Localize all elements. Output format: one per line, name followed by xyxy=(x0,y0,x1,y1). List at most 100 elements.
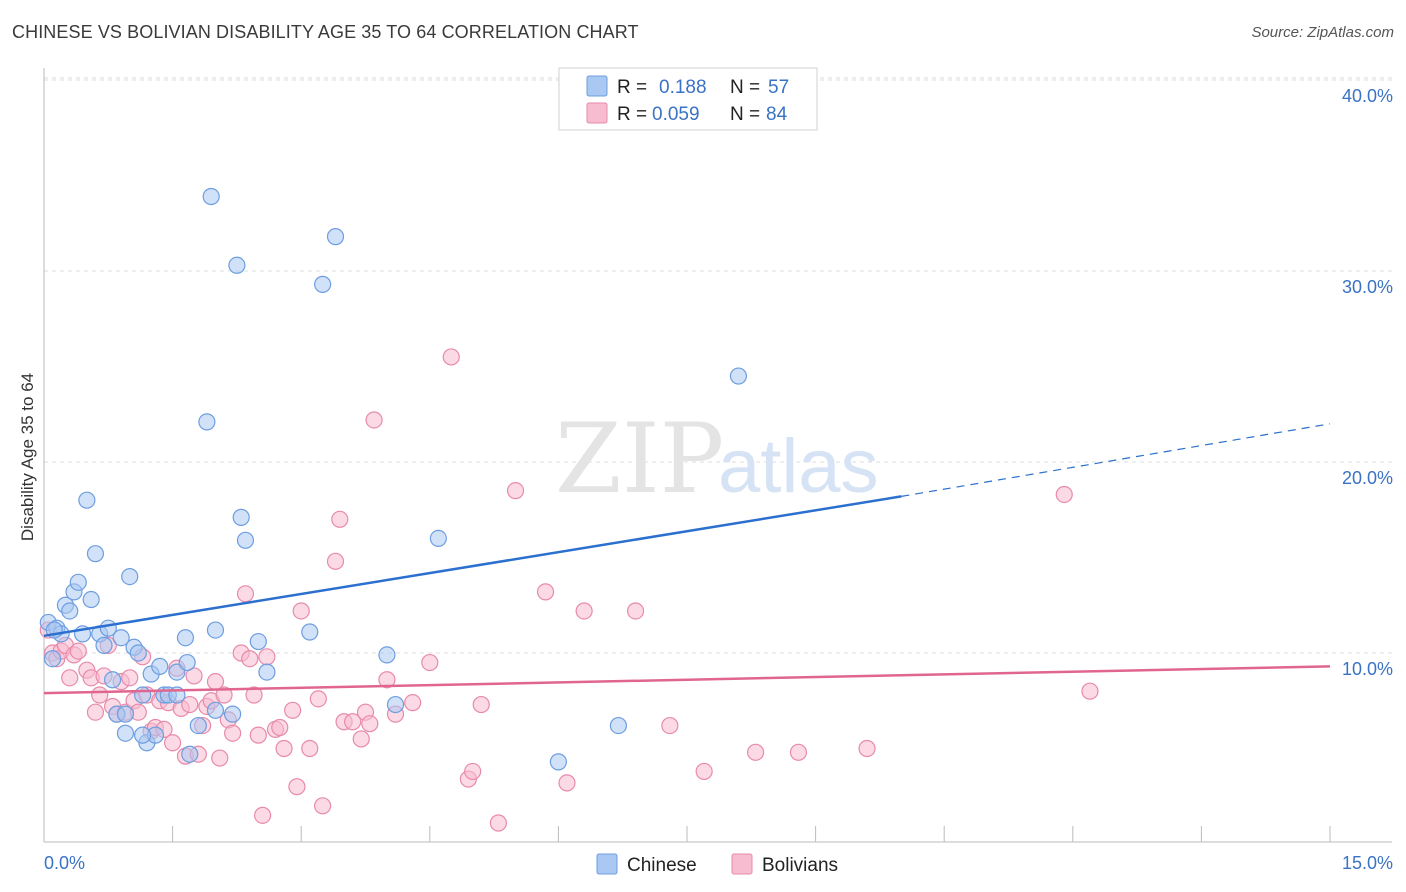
bottom-legend-swatch-bolivians xyxy=(731,853,753,875)
bolivian-point xyxy=(86,703,105,721)
bolivian-point xyxy=(314,797,332,815)
bolivian-point xyxy=(331,510,349,528)
chinese-point xyxy=(729,367,748,385)
bolivian-point xyxy=(506,482,525,500)
bottom-legend-chinese: Chinese xyxy=(627,855,697,876)
legend-n-value-chinese: 57 xyxy=(768,77,789,98)
bolivian-point xyxy=(472,695,490,714)
chinese-point xyxy=(112,629,130,647)
bolivian-trend-line xyxy=(43,665,1331,695)
chinese-point xyxy=(181,745,199,763)
chinese-point xyxy=(314,275,332,293)
gridlines xyxy=(44,77,1392,654)
chinese-point xyxy=(69,573,87,591)
bolivian-point xyxy=(284,701,302,719)
chinese-point xyxy=(549,753,568,771)
legend-n-label-bolivians: N = xyxy=(730,104,760,125)
chinese-point xyxy=(202,187,220,206)
watermark-atlas: atlas xyxy=(718,424,879,509)
chinese-point xyxy=(116,724,135,742)
legend-swatch-chinese xyxy=(586,75,608,97)
bolivian-point xyxy=(326,552,345,570)
bolivian-point xyxy=(215,686,233,704)
chinese-point xyxy=(86,545,105,563)
bolivian-point xyxy=(558,774,576,792)
legend-n-label-chinese: N = xyxy=(730,77,760,98)
bolivian-point xyxy=(69,642,87,660)
chinese-point xyxy=(386,695,405,714)
chinese-point xyxy=(249,632,267,651)
bolivian-point xyxy=(489,814,507,832)
legend-r-label-bolivians: R = xyxy=(617,104,647,125)
chinese-point xyxy=(378,646,396,664)
bolivian-point xyxy=(421,653,439,672)
bolivian-point xyxy=(236,585,255,603)
x-tick-label-max: 15.0% xyxy=(1342,853,1393,873)
bolivian-point xyxy=(365,411,383,429)
bolivian-point xyxy=(301,739,319,758)
legend-r-value-bolivians: 0.059 xyxy=(652,104,700,125)
legend-swatch-bolivians xyxy=(586,102,608,124)
bolivian-point xyxy=(746,743,765,761)
bolivian-point xyxy=(344,713,362,731)
chinese-point xyxy=(103,671,122,689)
bolivian-point xyxy=(249,726,267,744)
chinese-point xyxy=(151,657,169,675)
bolivian-point xyxy=(536,583,555,601)
chinese-point xyxy=(116,705,135,723)
bolivian-point xyxy=(442,348,460,366)
bolivian-point xyxy=(378,671,396,689)
bolivian-point xyxy=(661,716,679,735)
chinese-point xyxy=(189,716,207,735)
y-axis-label: Disability Age 35 to 64 xyxy=(18,373,37,541)
chinese-point xyxy=(236,531,255,549)
bolivian-point xyxy=(1055,485,1073,504)
axes xyxy=(43,68,1392,843)
chinese-point xyxy=(206,701,225,719)
bolivian-point xyxy=(626,602,645,620)
y-tick-label: 40.0% xyxy=(1342,86,1393,106)
bolivian-point xyxy=(695,762,713,781)
chinese-point xyxy=(178,653,196,672)
chinese-point xyxy=(82,590,100,609)
legend-r-value-chinese: 0.188 xyxy=(659,77,707,98)
y-tick-label: 30.0% xyxy=(1342,277,1393,297)
tick-labels: 10.0% 20.0% 30.0% 40.0% 0.0% 15.0% xyxy=(44,86,1393,873)
chinese-point xyxy=(198,413,216,431)
trend-lines xyxy=(43,423,1331,695)
bolivian-point xyxy=(211,749,229,767)
chinese-point xyxy=(61,602,79,620)
bolivian-point xyxy=(275,739,293,758)
chinese-trend-extension xyxy=(901,423,1331,497)
chinese-point xyxy=(206,621,225,639)
chinese-point xyxy=(228,256,246,274)
chinese-point xyxy=(429,529,447,548)
chinese-point xyxy=(609,716,628,735)
chinese-point xyxy=(121,567,139,586)
legend: R = 0.188 N = 57 R = 0.059 N = 84 xyxy=(558,67,818,131)
y-tick-label: 20.0% xyxy=(1342,468,1393,488)
bolivian-point xyxy=(61,669,79,687)
chinese-point xyxy=(78,491,96,509)
bottom-legend: Chinese Bolivians xyxy=(596,853,838,876)
bolivian-point xyxy=(858,739,876,758)
chinese-point xyxy=(232,508,250,526)
bolivian-point xyxy=(575,602,593,620)
bolivian-point xyxy=(181,695,199,714)
bottom-legend-bolivians: Bolivians xyxy=(762,855,838,876)
bolivian-point xyxy=(164,734,182,752)
bolivian-point xyxy=(1081,682,1099,700)
source-label: Source: ZipAtlas.com xyxy=(1251,24,1394,41)
chinese-point xyxy=(258,663,276,681)
bolivian-point xyxy=(404,694,422,712)
chinese-point xyxy=(224,705,242,723)
watermark-zip: ZIP xyxy=(555,403,724,515)
chinese-point xyxy=(133,686,152,704)
chinese-point xyxy=(133,726,152,744)
chinese-point xyxy=(301,623,319,641)
bolivian-point xyxy=(309,690,327,708)
bolivian-point xyxy=(271,718,289,737)
bolivian-point xyxy=(292,602,310,620)
chart-title: CHINESE VS BOLIVIAN DISABILITY AGE 35 TO… xyxy=(12,22,639,42)
